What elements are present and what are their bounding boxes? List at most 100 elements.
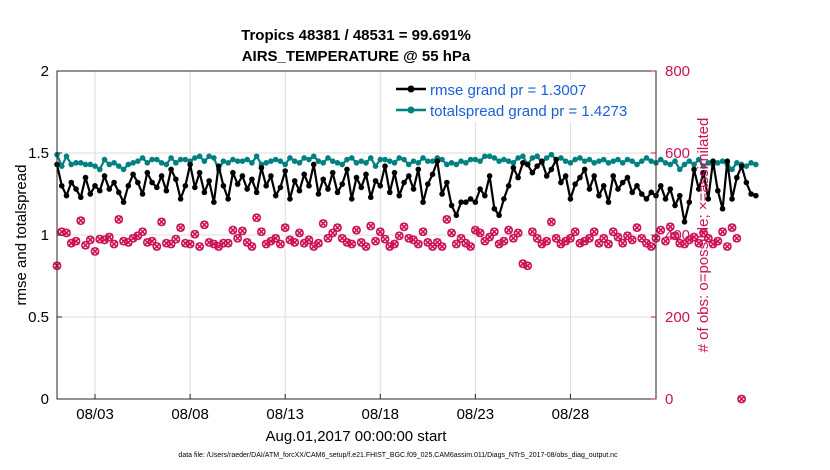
totalspread-point bbox=[467, 156, 474, 163]
rmse-point bbox=[239, 173, 246, 179]
rmse-point bbox=[719, 205, 726, 212]
totalspread-line bbox=[55, 153, 757, 171]
obs-assimilated-point bbox=[709, 240, 717, 248]
totalspread-point bbox=[681, 161, 688, 168]
obs-assimilated-point bbox=[248, 242, 256, 251]
obs-possible-point bbox=[380, 234, 390, 244]
obs-possible-point bbox=[304, 235, 314, 245]
obs-assimilated-point bbox=[138, 227, 147, 236]
obs-assimilated-point bbox=[718, 227, 727, 236]
obs-possible-point bbox=[508, 233, 518, 243]
rmse-point bbox=[463, 199, 469, 205]
totalspread-point bbox=[96, 166, 103, 173]
rmse-point bbox=[282, 168, 288, 174]
rmse-point bbox=[539, 158, 545, 164]
totalspread-point bbox=[382, 156, 388, 163]
obs-assimilated-point bbox=[62, 229, 71, 237]
obs-assimilated-point bbox=[728, 223, 736, 232]
left-tick-label: 1.5 bbox=[28, 145, 49, 162]
obs-assimilated-point bbox=[542, 237, 551, 245]
totalspread-point bbox=[529, 155, 536, 161]
totalspread-point bbox=[58, 163, 65, 169]
right-tick-label: 400 bbox=[665, 227, 690, 244]
obs-assimilated-point bbox=[557, 240, 565, 248]
rmse-point bbox=[396, 192, 403, 199]
obs-assimilated-point bbox=[476, 229, 484, 237]
obs-possible-point bbox=[608, 227, 618, 237]
totalspread-point bbox=[163, 161, 170, 168]
totalspread-point bbox=[177, 156, 184, 163]
totalspread-point bbox=[263, 160, 269, 166]
rmse-point bbox=[382, 163, 388, 169]
totalspread-point bbox=[234, 158, 241, 164]
totalspread-point bbox=[315, 158, 322, 164]
rmse-point bbox=[253, 189, 260, 196]
obs-assimilated-point bbox=[495, 240, 503, 248]
rmse-point bbox=[415, 166, 422, 173]
rmse-point bbox=[177, 196, 184, 202]
obs-possible-point bbox=[361, 242, 371, 251]
rmse-point bbox=[201, 189, 208, 196]
rmse-point bbox=[220, 183, 227, 189]
obs-possible-point bbox=[632, 223, 642, 233]
totalspread-point bbox=[501, 156, 507, 163]
rmse-point bbox=[472, 199, 479, 205]
totalspread-point bbox=[662, 160, 669, 166]
obs-assimilated-point bbox=[176, 223, 185, 232]
rmse-point bbox=[196, 169, 203, 176]
obs-assimilated-point bbox=[100, 236, 109, 244]
obs-possible-point bbox=[566, 233, 575, 243]
totalspread-point bbox=[715, 160, 721, 166]
obs-assimilated-point bbox=[390, 240, 399, 248]
totalspread-point bbox=[101, 156, 108, 163]
obs-assimilated-point bbox=[647, 242, 656, 251]
obs-assimilated-point bbox=[466, 242, 475, 251]
obs-possible-point bbox=[699, 228, 708, 238]
rmse-point bbox=[434, 158, 441, 164]
obs-possible-point bbox=[413, 239, 423, 249]
obs-assimilated-point bbox=[319, 219, 327, 228]
obs-possible-point bbox=[390, 239, 399, 249]
totalspread-point bbox=[253, 153, 260, 160]
rmse-point bbox=[425, 181, 431, 187]
rmse-point bbox=[448, 202, 455, 209]
totalspread-point bbox=[458, 158, 464, 164]
totalspread-point bbox=[386, 158, 393, 164]
rmse-point bbox=[610, 173, 617, 179]
rmse-point bbox=[344, 166, 350, 173]
obs-assimilated-point bbox=[314, 239, 323, 247]
rmse-point bbox=[753, 192, 759, 199]
rmse-point bbox=[734, 174, 740, 181]
obs-assimilated-point bbox=[443, 215, 451, 224]
obs-assimilated-point bbox=[561, 237, 570, 245]
rmse-point bbox=[467, 196, 474, 202]
totalspread-point bbox=[306, 156, 312, 163]
obs-possible-point bbox=[190, 229, 200, 239]
rmse-point bbox=[581, 166, 588, 173]
totalspread-point bbox=[534, 153, 540, 160]
rmse-point bbox=[82, 174, 89, 181]
totalspread-point bbox=[396, 155, 403, 161]
obs-possible-point bbox=[694, 238, 704, 248]
obs-possible-point bbox=[157, 217, 166, 227]
obs-assimilated-point bbox=[395, 232, 404, 240]
series-layer bbox=[52, 151, 759, 404]
totalspread-point bbox=[610, 158, 617, 164]
totalspread-point bbox=[348, 155, 355, 161]
obs-assimilated-point bbox=[262, 240, 270, 248]
obs-assimilated-point bbox=[733, 234, 741, 243]
totalspread-point bbox=[505, 158, 512, 164]
totalspread-point bbox=[296, 160, 303, 166]
rmse-point bbox=[249, 176, 255, 183]
obs-assimilated-point bbox=[229, 226, 237, 234]
obs-assimilated-point bbox=[267, 237, 275, 245]
totalspread-point bbox=[249, 160, 255, 166]
rmse-point bbox=[586, 186, 593, 192]
totalspread-point bbox=[634, 161, 640, 168]
totalspread-point bbox=[425, 158, 431, 164]
totalspread-point bbox=[106, 161, 113, 168]
rmse-point bbox=[310, 161, 317, 168]
totalspread-point bbox=[144, 160, 151, 166]
rmse-point bbox=[391, 169, 398, 176]
obs-assimilated-point bbox=[233, 234, 242, 243]
